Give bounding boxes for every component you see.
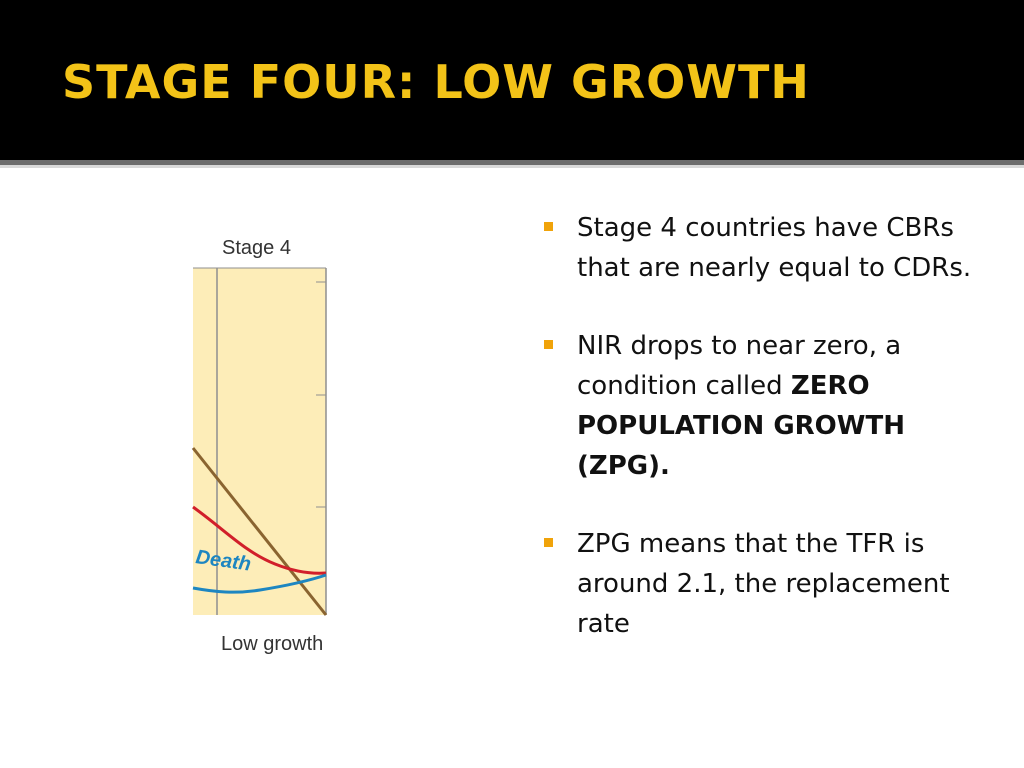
bullet-item: Stage 4 countries have CBRs that are nea… — [540, 208, 980, 288]
title-divider-highlight — [0, 165, 1024, 168]
bullet-text: Stage 4 countries have CBRs that are nea… — [577, 213, 972, 283]
demographic-transition-figure: Stage 4 Death Low growth — [190, 230, 360, 660]
square-bullet-icon — [544, 222, 553, 231]
square-bullet-icon — [544, 340, 553, 349]
bullet-item: NIR drops to near zero, a condition call… — [540, 326, 980, 486]
bullet-item: ZPG means that the TFR is around 2.1, th… — [540, 524, 980, 644]
birth-rate-curve — [192, 505, 327, 575]
title-bar — [0, 0, 1024, 160]
bullet-list: Stage 4 countries have CBRs that are nea… — [540, 208, 980, 682]
stage-label: Stage 4 — [222, 237, 291, 259]
natural-increase-line — [191, 447, 328, 616]
title-divider — [0, 160, 1024, 165]
death-rate-curve — [192, 573, 327, 594]
square-bullet-icon — [544, 538, 553, 547]
slide-title: STAGE FOUR: LOW GROWTH — [62, 55, 810, 109]
bullet-text: NIR drops to near zero, a condition call… — [577, 331, 902, 401]
figure-caption: Low growth — [221, 633, 323, 655]
bullet-bold-term: ZERO POPULATION GROWTH (ZPG). — [577, 371, 905, 481]
bullet-text: ZPG means that the TFR is around 2.1, th… — [577, 529, 950, 639]
